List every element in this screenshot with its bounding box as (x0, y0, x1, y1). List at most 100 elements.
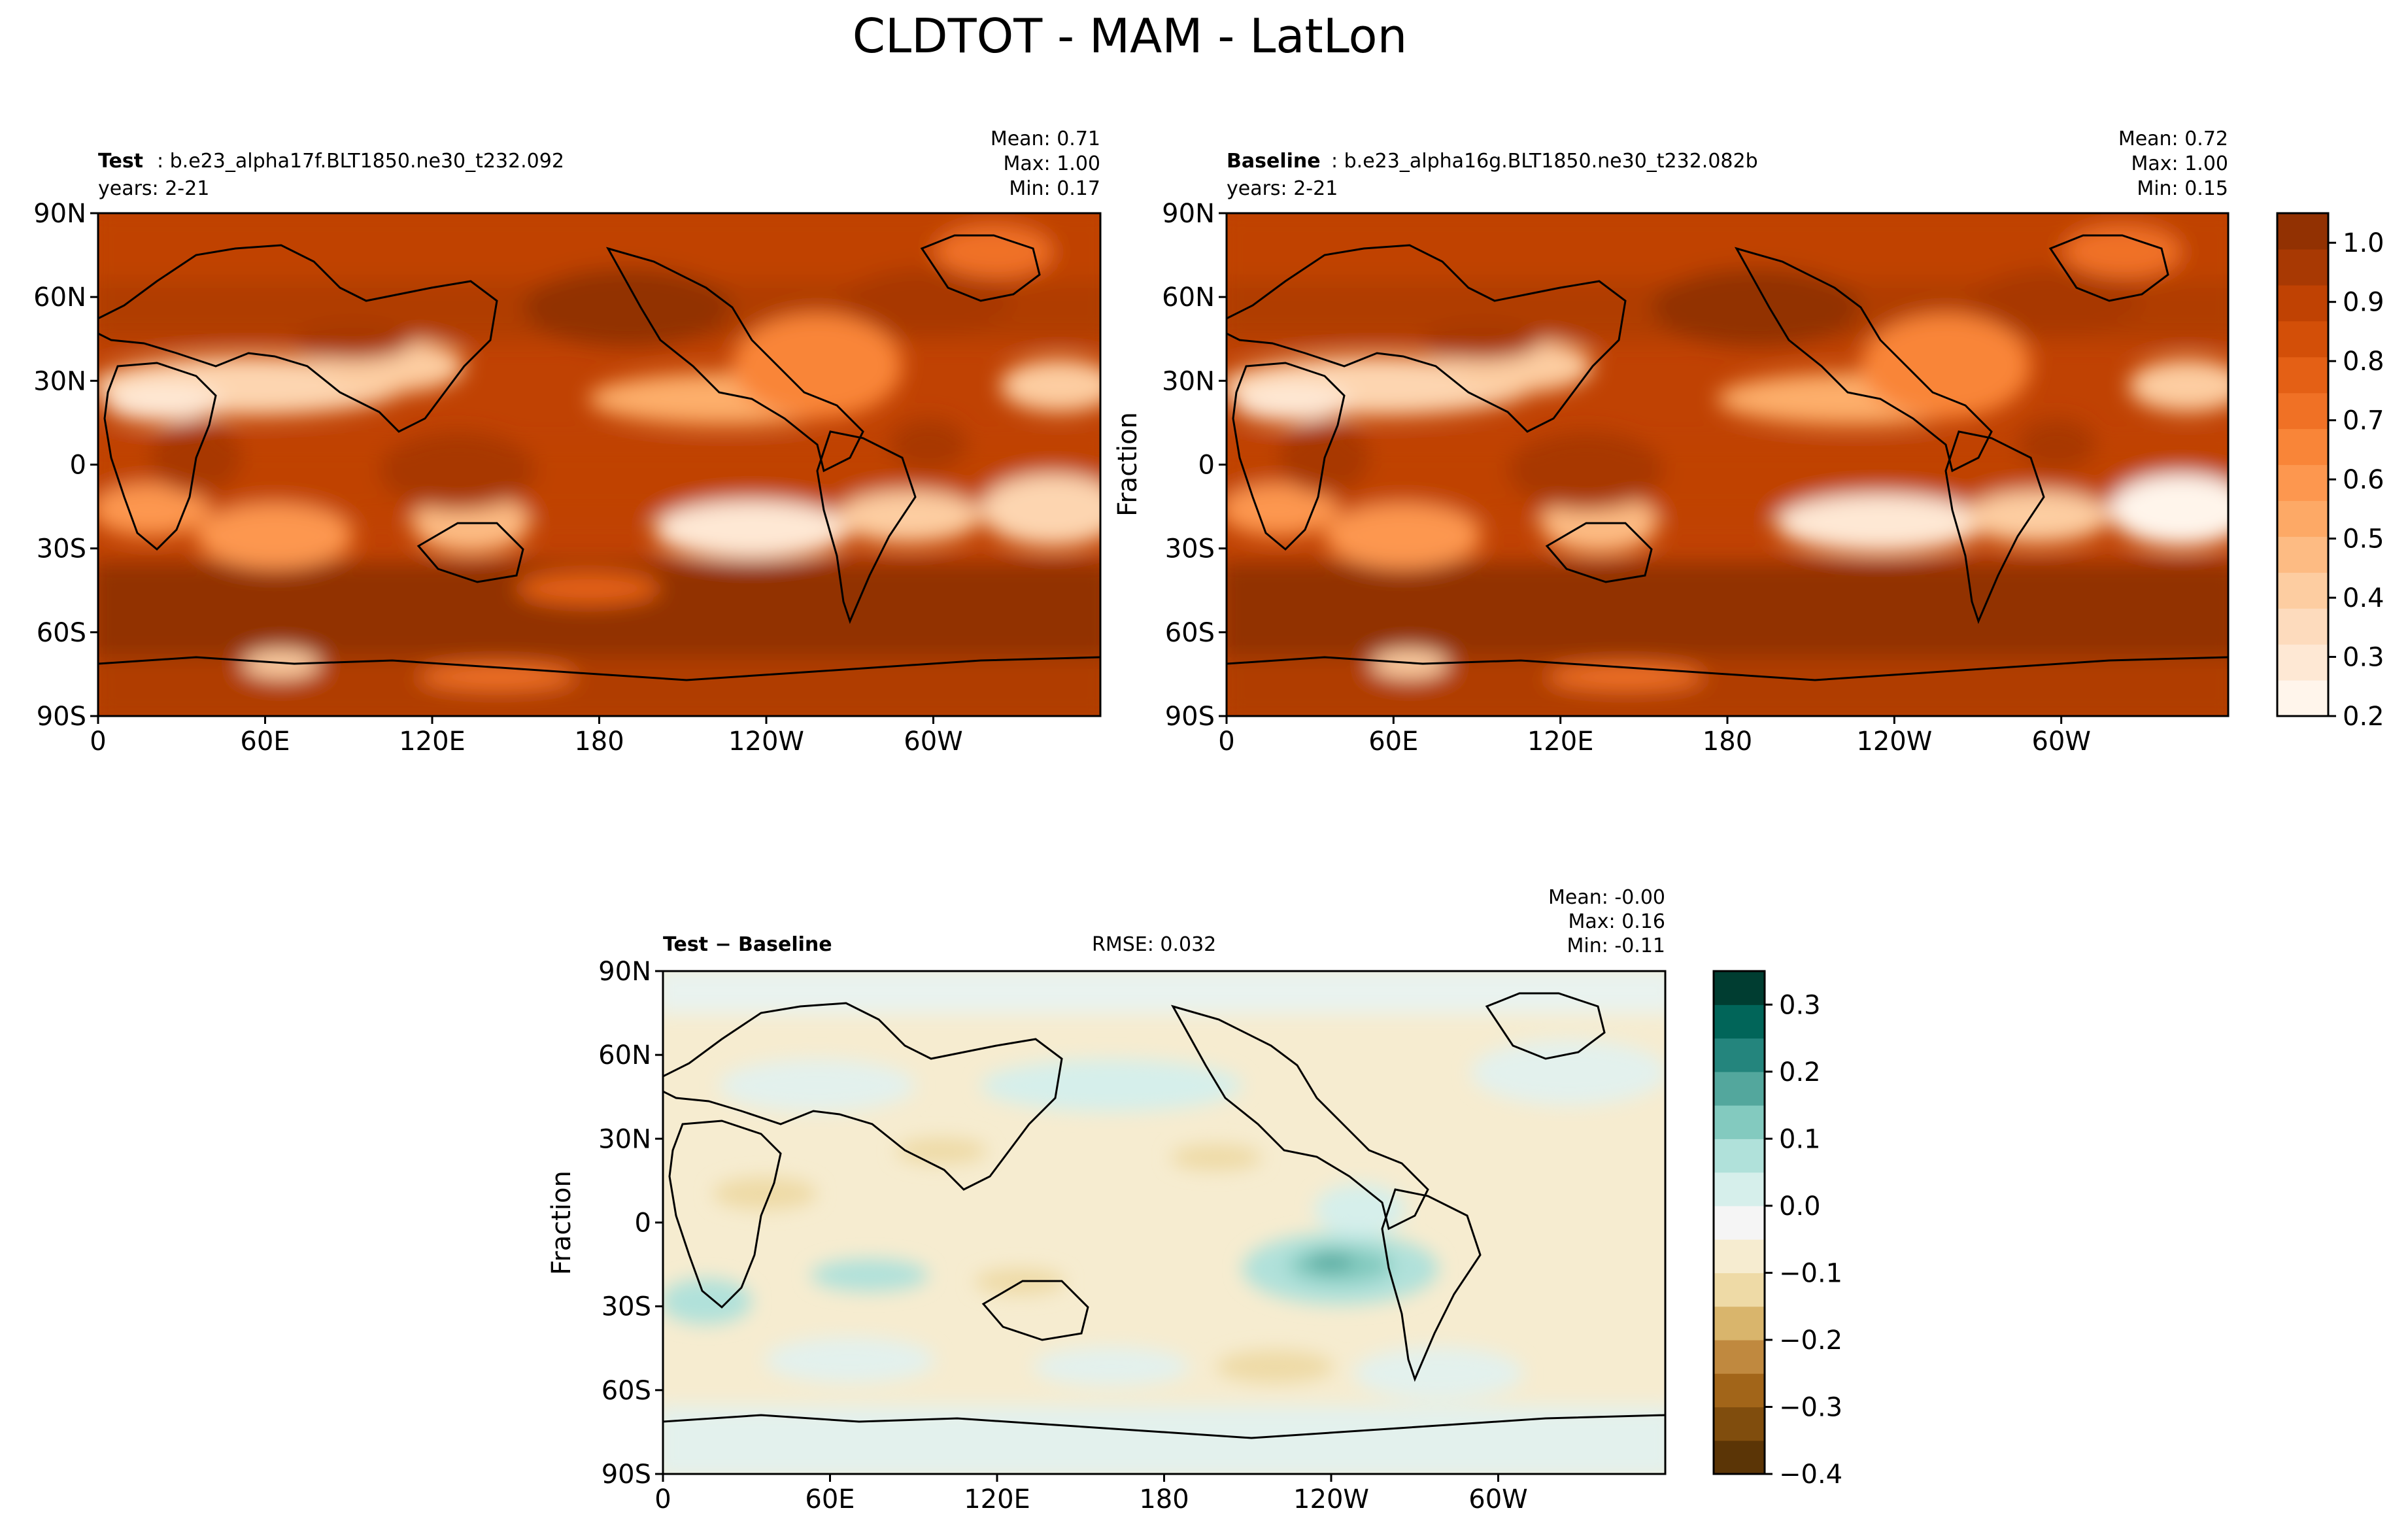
oranges-colorbar-tick-label: 0.8 (2343, 347, 2384, 377)
test-mean: Mean: 0.71 (991, 128, 1100, 150)
brbg-colorbar-tick-label: −0.4 (1779, 1460, 1842, 1490)
brbg-colorbar-tick-label: 0.2 (1779, 1057, 1821, 1087)
brbg-colorbar-tick-label: −0.2 (1779, 1326, 1842, 1356)
oranges-colorbar-swatch (2277, 248, 2328, 286)
brbg-colorbar-tick-label: 0.0 (1779, 1191, 1821, 1222)
oranges-colorbar-swatch (2277, 320, 2328, 358)
baseline-max: Max: 1.00 (2131, 152, 2228, 175)
difference-map-field (663, 971, 1665, 1474)
test-xtick-label: 60E (240, 727, 290, 757)
test-ytick-label: 30N (33, 366, 86, 396)
baseline-xtick-label: 180 (1703, 727, 1752, 757)
brbg-colorbar-swatch (1714, 1105, 1765, 1139)
difference-mean: Mean: -0.00 (1548, 886, 1665, 909)
difference-panel-label: Test − Baseline (663, 933, 832, 956)
baseline-years: years: 2-21 (1227, 177, 1338, 200)
baseline-panel-label: Baseline (1227, 150, 1321, 173)
brbg-colorbar-swatch (1714, 1407, 1765, 1441)
oranges-colorbar-swatch (2277, 428, 2328, 466)
test-axis-ticks: 0 60E 120E 180 120W 60W 90N 60N 30N 0 30S 60S 90S (33, 199, 963, 757)
difference-ytick-label: 90S (602, 1460, 651, 1490)
figure-title: CLDTOT - MAM - LatLon (853, 9, 1407, 63)
baseline-case-name: : b.e23_alpha16g.BLT1850.ne30_t232.082b (1331, 150, 1758, 173)
brbg-colorbar-swatch (1714, 1038, 1765, 1072)
brbg-colorbar-swatch (1714, 971, 1765, 1005)
difference-ytick-label: 90N (598, 957, 651, 987)
test-xtick-label: 60W (904, 727, 962, 757)
baseline-axis-ticks: 0 60E 120E 180 120W 60W 90N 60N 30N 0 30S 60S 90S (1162, 199, 2091, 757)
brbg-colorbar-swatch (1714, 1339, 1765, 1374)
baseline-ylabel: Fraction (1113, 412, 1143, 517)
test-max: Max: 1.00 (1004, 152, 1100, 175)
oranges-colorbar-tick-label: 0.3 (2343, 643, 2384, 673)
difference-ytick-label: 60S (602, 1376, 651, 1406)
test-xtick-label: 0 (90, 727, 106, 757)
brbg-colorbar-swatch (1714, 1172, 1765, 1206)
test-xtick-label: 120E (399, 727, 466, 757)
brbg-colorbar-swatch (1714, 1138, 1765, 1173)
oranges-colorbar: 1.0 0.9 0.8 0.7 0.6 0.5 0.4 0.3 0.2 (2276, 212, 2384, 732)
brbg-colorbar-swatch (1714, 1004, 1765, 1039)
oranges-colorbar-swatch (2277, 284, 2328, 322)
test-panel: Test : b.e23_alpha17f.BLT1850.ne30_t232.… (33, 128, 1102, 757)
baseline-xtick-label: 120W (1856, 727, 1932, 757)
difference-max: Max: 0.16 (1569, 910, 1665, 933)
difference-ytick-label: 0 (635, 1208, 651, 1239)
baseline-xtick-label: 0 (1218, 727, 1234, 757)
test-ytick-label: 0 (70, 451, 86, 481)
test-years: years: 2-21 (98, 177, 209, 200)
oranges-colorbar-swatch (2277, 572, 2328, 609)
brbg-colorbar-swatch (1714, 1306, 1765, 1341)
difference-panel: Test − Baseline RMSE: 0.032 Mean: -0.00 … (547, 886, 1667, 1514)
brbg-colorbar-tick-label: −0.3 (1779, 1392, 1842, 1422)
baseline-ytick-label: 0 (1198, 451, 1215, 481)
baseline-ytick-label: 90S (1165, 702, 1215, 732)
oranges-colorbar-tick-label: 0.2 (2343, 702, 2384, 732)
oranges-colorbar-tick-label: 1.0 (2343, 228, 2384, 258)
difference-coastlines (663, 992, 1665, 1439)
test-xtick-label: 120W (728, 727, 804, 757)
difference-ytick-label: 30S (602, 1292, 651, 1322)
oranges-colorbar-swatch (2277, 680, 2328, 717)
baseline-mean: Mean: 0.72 (2118, 128, 2228, 150)
brbg-colorbar-frame (1712, 970, 1766, 1475)
baseline-xtick-label: 120E (1527, 727, 1594, 757)
brbg-colorbar-swatch (1714, 1205, 1765, 1240)
test-coastlines (98, 234, 1100, 681)
brbg-colorbar-swatch (1714, 1273, 1765, 1307)
brbg-colorbar-tick-label: 0.1 (1779, 1124, 1821, 1154)
baseline-ytick-label: 90N (1162, 199, 1215, 229)
baseline-min: Min: 0.15 (2137, 177, 2228, 200)
test-panel-label: Test (98, 150, 143, 173)
baseline-ytick-label: 30N (1162, 366, 1215, 396)
baseline-xtick-label: 60W (2031, 727, 2090, 757)
baseline-map-field (1227, 213, 2228, 716)
difference-xtick-label: 60E (805, 1484, 855, 1514)
oranges-colorbar-swatch (2277, 500, 2328, 537)
oranges-colorbar-swatch (2277, 392, 2328, 430)
test-ytick-label: 90S (37, 702, 86, 732)
difference-xtick-label: 120W (1293, 1484, 1369, 1514)
oranges-colorbar-tick-label: 0.9 (2343, 288, 2384, 318)
difference-rmse: RMSE: 0.032 (1092, 933, 1216, 956)
test-ytick-label: 90N (33, 199, 86, 229)
baseline-coastlines (1227, 234, 2228, 681)
difference-xtick-label: 60W (1468, 1484, 1527, 1514)
oranges-colorbar-swatch (2277, 356, 2328, 394)
oranges-colorbar-tick-label: 0.7 (2343, 406, 2384, 436)
test-ytick-label: 30S (37, 534, 86, 564)
difference-ylabel: Fraction (547, 1171, 577, 1275)
difference-xtick-label: 120E (964, 1484, 1030, 1514)
difference-min: Min: -0.11 (1567, 934, 1666, 957)
difference-xtick-label: 180 (1139, 1484, 1189, 1514)
oranges-colorbar-swatch (2277, 644, 2328, 681)
difference-xtick-label: 0 (654, 1484, 671, 1514)
test-case-name: : b.e23_alpha17f.BLT1850.ne30_t232.092 (157, 150, 564, 173)
oranges-colorbar-swatch (2277, 608, 2328, 645)
brbg-colorbar-swatch (1714, 1440, 1765, 1475)
test-min: Min: 0.17 (1009, 177, 1100, 200)
test-ytick-label: 60N (33, 282, 86, 313)
oranges-colorbar-swatch (2277, 536, 2328, 573)
brbg-colorbar-swatch (1714, 1071, 1765, 1106)
